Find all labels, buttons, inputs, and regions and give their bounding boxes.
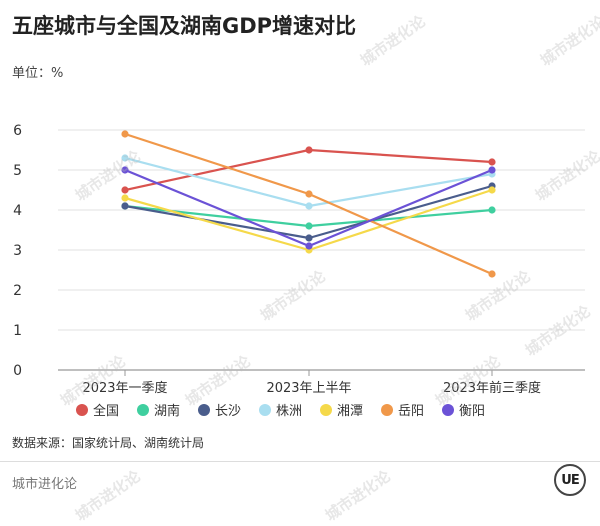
data-point-岳阳 xyxy=(488,270,496,278)
data-point-湖南 xyxy=(305,222,313,230)
legend-marker-湖南 xyxy=(137,404,149,416)
y-tick-label: 4 xyxy=(13,203,22,219)
legend-marker-衡阳 xyxy=(442,404,454,416)
x-tick-label: 2023年一季度 xyxy=(82,380,167,396)
data-point-湘潭 xyxy=(121,194,129,202)
source-note: 数据来源：国家统计局、湖南统计局 xyxy=(12,436,205,450)
data-point-岳阳 xyxy=(305,190,313,198)
x-tick-label: 2023年前三季度 xyxy=(443,380,541,396)
data-point-株洲 xyxy=(121,154,129,162)
legend-label-湘潭: 湘潭 xyxy=(337,404,363,419)
data-point-岳阳 xyxy=(121,130,129,138)
data-point-湘潭 xyxy=(488,186,496,194)
y-tick-label: 5 xyxy=(13,163,22,179)
y-tick-label: 6 xyxy=(13,123,22,139)
unit-label: 单位：% xyxy=(12,66,64,81)
series-line-株洲 xyxy=(124,156,493,208)
legend-label-长沙: 长沙 xyxy=(215,404,241,419)
y-tick-label: 1 xyxy=(13,323,22,339)
watermark: 城市进化论 xyxy=(71,467,144,525)
data-point-湖南 xyxy=(488,206,496,214)
y-tick-label: 3 xyxy=(13,243,22,259)
legend-marker-岳阳 xyxy=(381,404,393,416)
legend-marker-株洲 xyxy=(259,404,271,416)
data-point-衡阳 xyxy=(121,166,129,174)
data-point-衡阳 xyxy=(305,242,313,250)
data-point-全国 xyxy=(305,146,313,154)
legend-label-岳阳: 岳阳 xyxy=(398,404,424,419)
y-tick-label: 0 xyxy=(13,363,22,379)
watermark: 城市进化论 xyxy=(321,467,394,525)
y-tick-label: 2 xyxy=(13,283,22,299)
legend-label-衡阳: 衡阳 xyxy=(459,404,485,419)
data-point-株洲 xyxy=(305,202,313,210)
legend-label-全国: 全国 xyxy=(93,403,119,419)
brand-label: 城市进化论 xyxy=(12,477,78,492)
legend-label-湖南: 湖南 xyxy=(154,403,180,419)
data-point-全国 xyxy=(488,158,496,166)
chart-title: 五座城市与全国及湖南GDP增速对比 xyxy=(12,14,357,38)
data-point-衡阳 xyxy=(488,166,496,174)
legend-marker-长沙 xyxy=(198,404,210,416)
data-point-长沙 xyxy=(305,234,313,242)
x-tick-label: 2023年上半年 xyxy=(266,381,351,396)
brand-logo: UE xyxy=(554,464,586,496)
legend-label-株洲: 株洲 xyxy=(276,404,302,419)
legend-marker-全国 xyxy=(76,404,88,416)
data-point-全国 xyxy=(121,186,129,194)
legend-marker-湘潭 xyxy=(320,404,332,416)
data-point-长沙 xyxy=(121,202,129,210)
footer-divider xyxy=(0,461,600,462)
